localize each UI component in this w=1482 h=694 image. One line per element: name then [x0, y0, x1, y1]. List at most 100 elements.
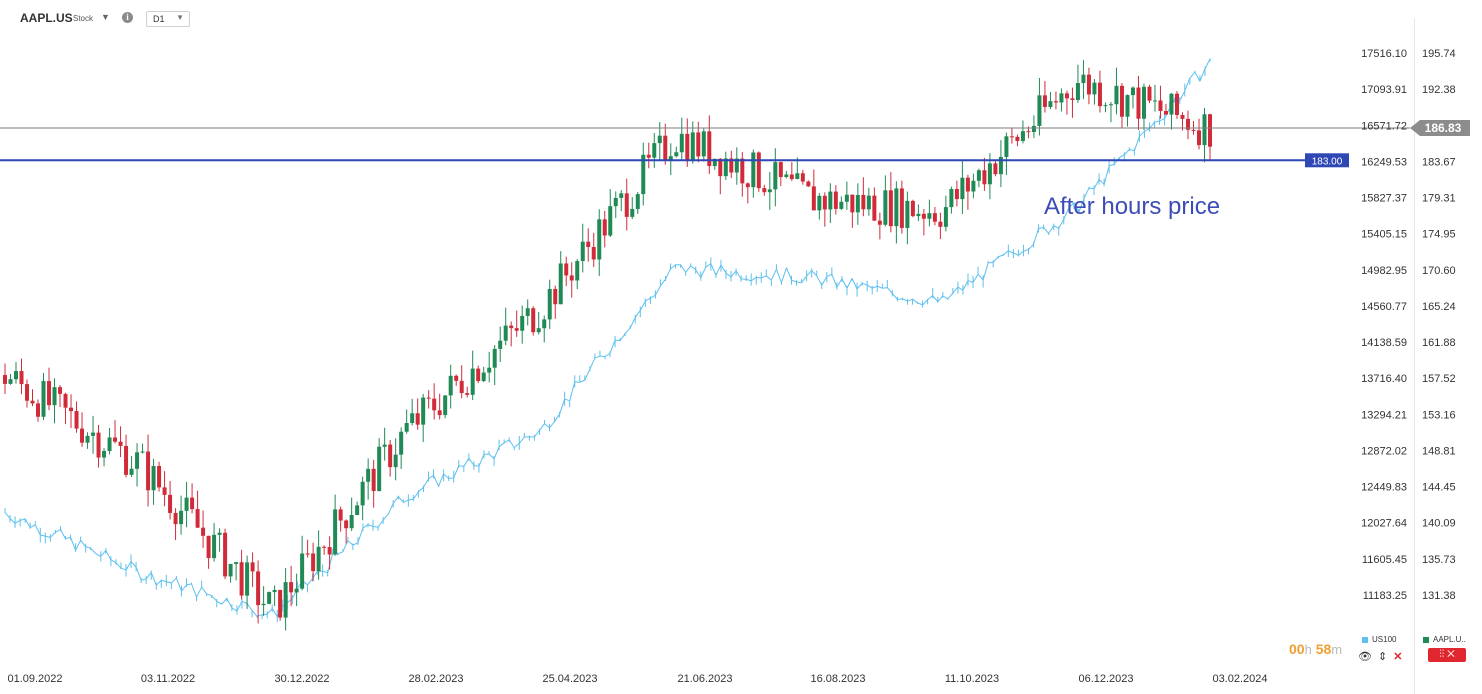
us100-segment — [791, 279, 797, 283]
us100-segment — [690, 265, 697, 271]
candle-timer: 00h 58m — [1289, 641, 1342, 657]
us100-swatch — [1362, 636, 1368, 643]
us100-segment — [826, 273, 833, 277]
us100-segment — [775, 269, 782, 283]
info-icon[interactable]: i — [122, 12, 133, 23]
us100-segment — [1078, 198, 1085, 213]
us100-segment — [60, 529, 66, 539]
us100-segment — [796, 281, 802, 284]
us100-segment — [1073, 202, 1080, 213]
eye-icon[interactable]: 👁 — [1358, 651, 1372, 663]
us100-segment — [1063, 207, 1070, 220]
us100-segment — [927, 295, 934, 301]
candle-down — [256, 571, 261, 606]
candle-up — [866, 195, 871, 210]
candle-up — [399, 431, 404, 455]
candle-down — [778, 162, 783, 178]
symbol-name[interactable]: AAPL.US — [20, 11, 73, 25]
us100-segment — [806, 270, 813, 277]
legend-item-aapl[interactable]: AAPL.U.. — [1423, 635, 1466, 644]
candle-up — [855, 194, 860, 213]
candle-down — [729, 158, 734, 173]
us100-segment — [1053, 225, 1059, 229]
candle-down — [223, 532, 228, 577]
us100-segment — [448, 477, 454, 479]
candle-up — [272, 589, 277, 593]
candle-up — [421, 397, 426, 425]
us100-segment — [372, 526, 379, 528]
us100-segment — [211, 595, 218, 602]
symbol-dropdown-icon[interactable]: ▼ — [101, 12, 110, 22]
us100-segment — [680, 264, 687, 273]
candle-up — [1125, 95, 1130, 117]
us100-segment — [917, 302, 923, 306]
candle-down — [685, 133, 690, 162]
us100-segment — [856, 282, 863, 290]
chart-toolbar: AAPL.US Stock ▼ i D1 ▼ — [0, 0, 1410, 36]
us100-segment — [1199, 68, 1206, 82]
candle-down — [1180, 114, 1185, 119]
candle-up — [448, 375, 453, 396]
candle-up — [1130, 87, 1135, 96]
us100-segment — [65, 536, 71, 540]
candle-down — [1163, 110, 1168, 115]
candle-down — [833, 191, 838, 209]
us100-segment — [569, 381, 576, 401]
us100-segment — [191, 583, 198, 598]
us100-segment — [95, 553, 102, 557]
candle-down — [1026, 131, 1031, 133]
candle-down — [80, 428, 85, 443]
us100-segment — [872, 285, 878, 289]
price-tick-right: 183.67 — [1422, 156, 1456, 168]
us100-segment — [1088, 187, 1095, 190]
us100-segment — [1048, 225, 1055, 234]
us100-segment — [478, 454, 485, 467]
us100-segment — [1023, 249, 1029, 252]
date-tick: 16.08.2023 — [810, 673, 865, 685]
candle-up — [723, 158, 728, 177]
candle-down — [58, 387, 63, 394]
timeframe-select[interactable]: D1 ▼ — [146, 11, 190, 27]
us100-segment — [488, 453, 495, 460]
annotation-text[interactable]: After hours price — [1044, 193, 1220, 220]
candle-down — [591, 247, 596, 260]
us100-segment — [977, 273, 984, 281]
us100-segment — [1013, 252, 1019, 256]
us100-segment — [730, 270, 737, 278]
candle-down — [338, 509, 343, 521]
candle-down — [745, 183, 750, 188]
candle-down — [921, 213, 926, 219]
us100-segment — [251, 610, 258, 617]
us100-segment — [891, 293, 898, 300]
candle-up — [998, 156, 1003, 175]
candle-down — [789, 174, 794, 180]
us100-segment — [1154, 120, 1160, 123]
candle-down — [602, 219, 607, 236]
us100-segment — [231, 607, 238, 612]
candle-up — [943, 207, 948, 227]
legend-item-us100[interactable]: US100 — [1362, 635, 1396, 644]
us100-segment — [654, 285, 661, 296]
reorder-icon[interactable]: ⇕ — [1377, 651, 1388, 663]
candle-up — [817, 195, 822, 211]
us100-segment — [1159, 117, 1165, 122]
us100-segment — [115, 562, 122, 569]
candle-up — [184, 497, 189, 511]
candle-up — [355, 505, 360, 515]
us100-segment — [443, 473, 450, 479]
candle-down — [982, 170, 987, 185]
candle-up — [151, 465, 156, 491]
us100-segment — [614, 339, 621, 342]
us100-series — [4, 58, 1211, 622]
us100-segment — [544, 423, 550, 429]
candle-up — [228, 563, 233, 577]
candle-up — [635, 194, 640, 209]
remove-series-button[interactable]: ⫶⫶ ✕ — [1428, 648, 1466, 662]
us100-segment — [604, 352, 611, 358]
candle-up — [212, 534, 217, 559]
candle-down — [938, 221, 943, 227]
close-icon[interactable]: ✕ — [1393, 651, 1403, 663]
level-tag[interactable]: 183.00 — [1305, 153, 1349, 168]
us100-segment — [145, 572, 152, 580]
